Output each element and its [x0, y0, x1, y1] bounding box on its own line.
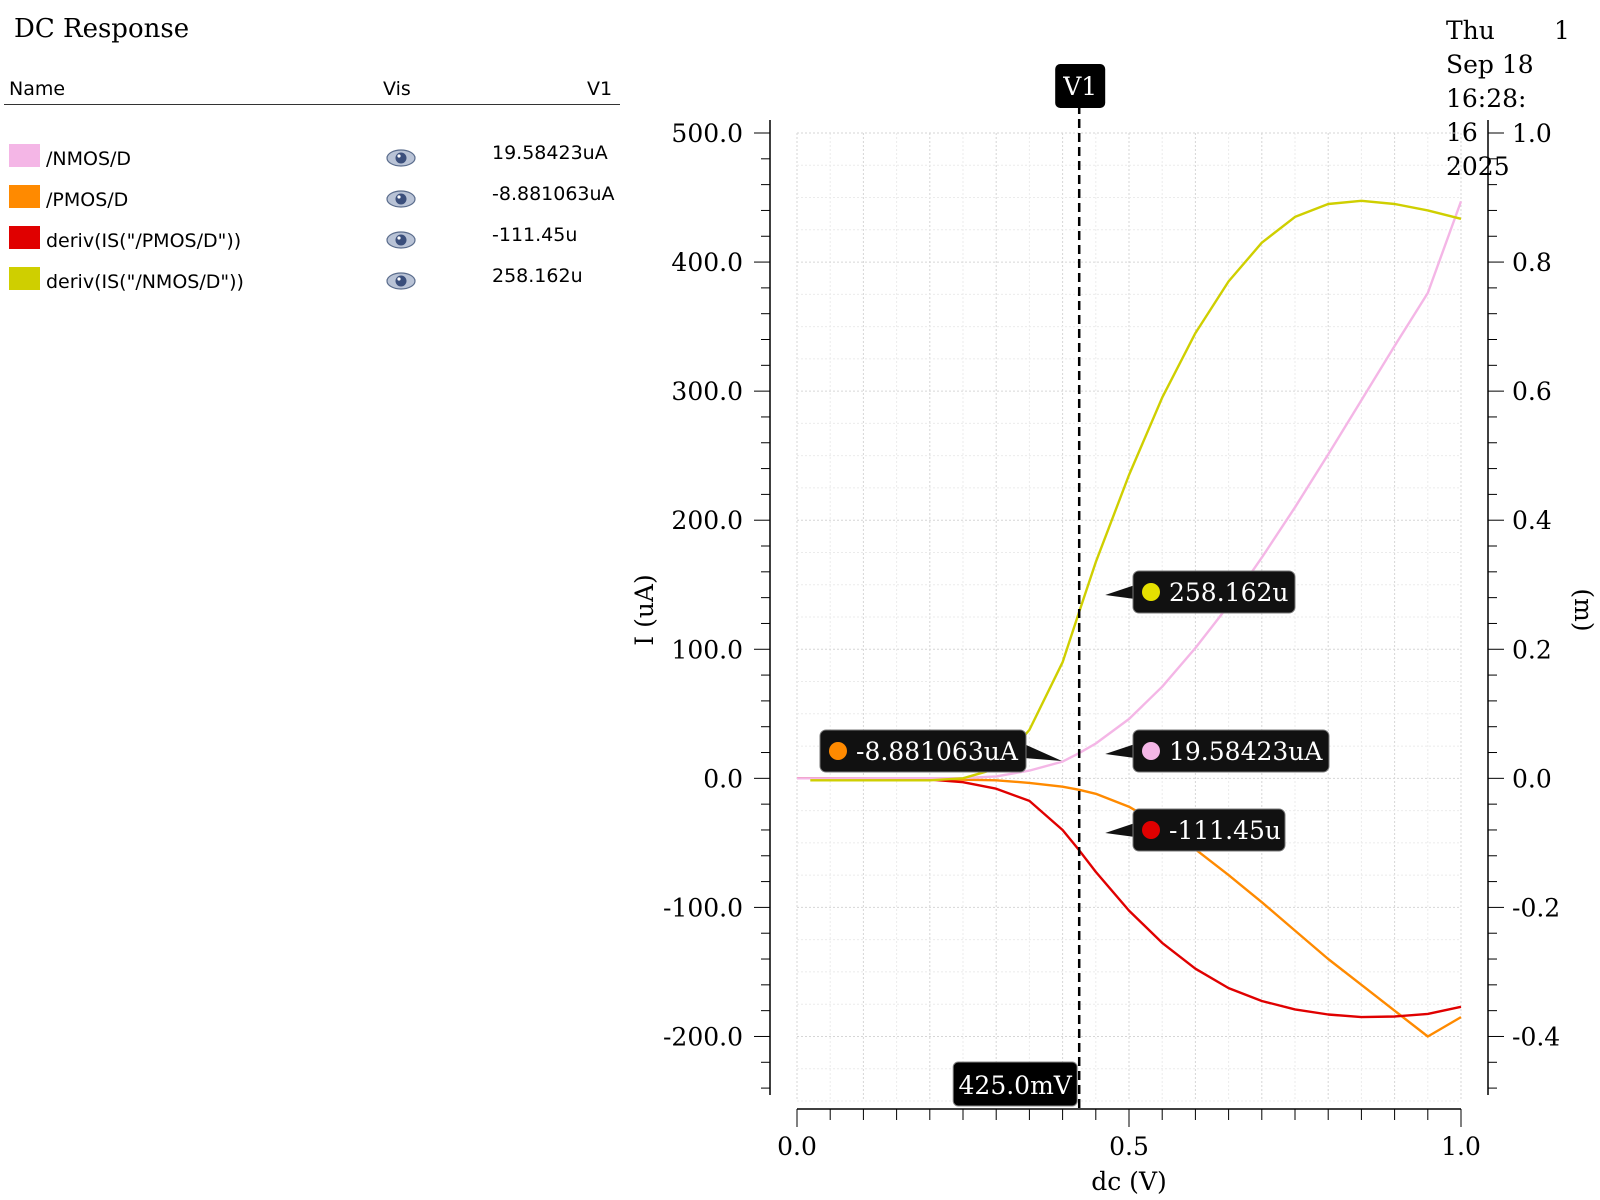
legend-signal-value: 19.58423uA: [492, 142, 608, 164]
marker-dot: [1142, 821, 1160, 839]
marker-dot: [829, 742, 847, 760]
cursor-readout-box: [952, 1061, 1078, 1107]
x-tick-label: 1.0: [1441, 1132, 1481, 1161]
legend-row-deriv-pmos[interactable]: deriv(IS("/PMOS/D")) -111.45u: [4, 224, 620, 260]
y-tick-label-right: 0.8: [1512, 248, 1552, 277]
marker-box: [1132, 808, 1286, 852]
eye-icon[interactable]: [386, 230, 416, 250]
y-tick-label-left: 100.0: [671, 635, 743, 664]
marker-label: -111.45u: [1169, 816, 1281, 845]
legend-swatch: [9, 267, 40, 290]
timestamp-time: 16:28:: [1446, 84, 1527, 113]
marker-box: [1132, 570, 1296, 614]
legend-header-vis: Vis: [383, 78, 411, 100]
legend-row-deriv-nmos[interactable]: deriv(IS("/NMOS/D")) 258.162u: [4, 265, 620, 301]
marker-label: 19.58423uA: [1169, 737, 1323, 766]
y-tick-label-left: 300.0: [671, 377, 743, 406]
legend-swatch: [9, 144, 40, 167]
marker-pointer: [1024, 744, 1062, 761]
marker-label: -8.881063uA: [856, 737, 1019, 766]
timestamp-seconds: 16: [1446, 118, 1478, 147]
marker-dot: [1142, 742, 1160, 760]
y-tick-label-right: 0.0: [1512, 764, 1552, 793]
marker-pointer: [1105, 744, 1135, 758]
legend-swatch: [9, 226, 40, 249]
y-tick-label-right: 0.2: [1512, 635, 1552, 664]
y-tick-label-left: 400.0: [671, 248, 743, 277]
y-tick-label-left: 200.0: [671, 506, 743, 535]
cursor-label: V1: [1062, 72, 1097, 101]
legend-signal-name: deriv(IS("/PMOS/D")): [46, 230, 242, 252]
legend-header-value: V1: [587, 78, 613, 100]
marker-label: 258.162u: [1169, 578, 1288, 607]
cursor-readout: 425.0mV: [959, 1071, 1073, 1100]
x-tick-label: 0.0: [777, 1132, 817, 1161]
window-number: 1: [1554, 16, 1570, 45]
y-tick-label-left: 500.0: [671, 119, 743, 148]
eye-icon[interactable]: [386, 189, 416, 209]
legend-signal-value: -8.881063uA: [492, 183, 615, 205]
legend-row-pmos-d[interactable]: /PMOS/D -8.881063uA: [4, 183, 620, 219]
legend-signal-value: -111.45u: [492, 224, 578, 246]
timestamp-year: 2025: [1446, 152, 1510, 181]
marker-dot: [1142, 583, 1160, 601]
timestamp-date: Sep 18: [1446, 50, 1534, 79]
y-tick-label-left: -200.0: [663, 1022, 743, 1051]
legend-signal-name: /PMOS/D: [46, 189, 129, 211]
marker-pointer: [1105, 823, 1135, 837]
window-title: DC Response: [14, 14, 190, 44]
series-line-deriv-is-pmos-d: [797, 777, 1462, 1019]
legend-header-name: Name: [9, 78, 66, 100]
y-tick-label-right: -0.4: [1512, 1022, 1560, 1051]
y-axis-title-left: I (uA): [630, 574, 659, 645]
legend-signal-name: deriv(IS("/NMOS/D")): [46, 271, 244, 293]
timestamp-day: Thu: [1446, 16, 1495, 45]
y-tick-label-right: -0.2: [1512, 893, 1560, 922]
y-tick-label-left: -100.0: [663, 893, 743, 922]
signal-legend: Name Vis V1 /NMOS/D 19.58423uA /PMOS/D -…: [4, 74, 620, 293]
marker-box: [1132, 729, 1330, 773]
timestamp: Thu Sep 18 16:28: 16 2025: [1446, 14, 1596, 184]
y-tick-label-left: 0.0: [703, 764, 743, 793]
series-line-deriv-is-nmos-d: [810, 199, 1462, 782]
legend-signal-name: /NMOS/D: [46, 148, 132, 170]
x-axis-title: dc (V): [1091, 1167, 1167, 1196]
cursor-label-box: [1055, 64, 1106, 108]
y-tick-label-right: 0.4: [1512, 506, 1552, 535]
marker-pointer: [1105, 585, 1135, 599]
legend-swatch: [9, 185, 40, 208]
y-tick-label-right: 1.0: [1512, 119, 1552, 148]
legend-signal-value: 258.162u: [492, 265, 583, 287]
marker-box: [819, 729, 1027, 773]
x-tick-label: 0.5: [1109, 1132, 1149, 1161]
eye-icon[interactable]: [386, 148, 416, 168]
y-tick-label-right: 0.6: [1512, 377, 1552, 406]
eye-icon[interactable]: [386, 271, 416, 291]
series-line-nmos-d: [796, 200, 1463, 780]
legend-header: Name Vis V1: [4, 74, 620, 105]
y-axis-title-right: (m): [1569, 588, 1598, 631]
legend-row-nmos-d[interactable]: /NMOS/D 19.58423uA: [4, 142, 620, 178]
